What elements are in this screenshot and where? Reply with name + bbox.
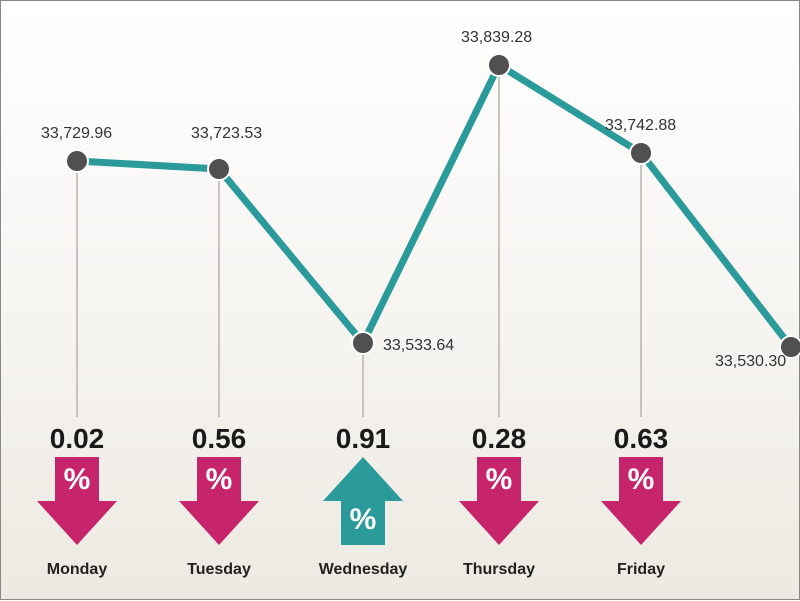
svg-text:%: % bbox=[350, 503, 377, 536]
value-label: 33,742.88 bbox=[605, 117, 676, 135]
value-label: 33,530.30 bbox=[715, 353, 786, 371]
day-label: Thursday bbox=[439, 561, 559, 579]
day-label: Friday bbox=[581, 561, 701, 579]
arrow-down-icon: % bbox=[459, 457, 539, 545]
arrow-up-icon: % bbox=[323, 457, 403, 545]
arrow-down-icon: % bbox=[37, 457, 117, 545]
percent-change-label: 0.56 bbox=[169, 423, 269, 455]
day-label: Monday bbox=[17, 561, 137, 579]
day-label: Wednesday bbox=[303, 561, 423, 579]
svg-text:%: % bbox=[628, 463, 655, 496]
percent-change-label: 0.91 bbox=[313, 423, 413, 455]
arrow-down-icon: % bbox=[179, 457, 259, 545]
value-label: 33,729.96 bbox=[41, 125, 112, 143]
day-label: Tuesday bbox=[159, 561, 279, 579]
value-label: 33,723.53 bbox=[191, 125, 262, 143]
arrow-down-icon: % bbox=[601, 457, 681, 545]
percent-change-label: 0.02 bbox=[27, 423, 127, 455]
svg-text:%: % bbox=[486, 463, 513, 496]
value-label: 33,839.28 bbox=[461, 29, 532, 47]
svg-text:%: % bbox=[64, 463, 91, 496]
percent-change-label: 0.28 bbox=[449, 423, 549, 455]
percent-change-label: 0.63 bbox=[591, 423, 691, 455]
svg-text:%: % bbox=[206, 463, 233, 496]
value-label: 33,533.64 bbox=[383, 337, 454, 355]
